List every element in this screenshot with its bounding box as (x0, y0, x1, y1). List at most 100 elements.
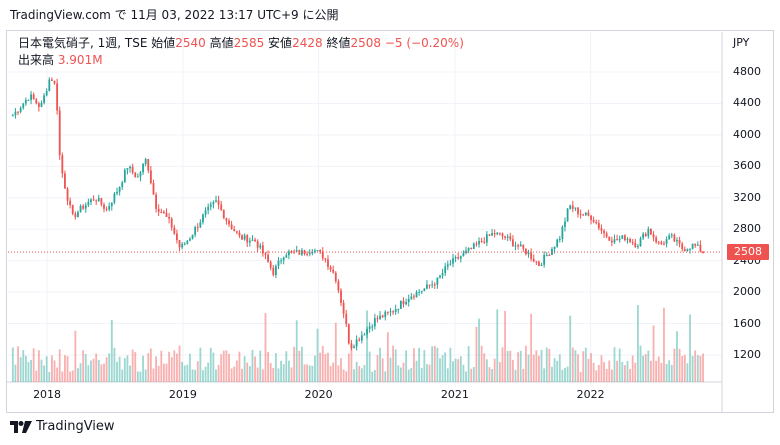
volume-bar (683, 354, 686, 382)
volume-bar (496, 309, 499, 382)
candle-body (373, 318, 376, 327)
volume-bar (363, 365, 366, 382)
volume-bar (77, 368, 79, 382)
currency-label: JPY (733, 36, 750, 49)
candle-body (306, 253, 309, 255)
y-tick-label: 4400 (733, 96, 761, 110)
volume-bar (642, 355, 645, 382)
volume-bar (19, 357, 22, 382)
tradingview-brand[interactable]: TradingView (10, 419, 115, 434)
candle-body (251, 239, 254, 241)
volume-bar (176, 353, 178, 382)
candle-body (457, 257, 460, 259)
candle-body (681, 243, 684, 250)
volume-bar (676, 331, 678, 382)
volume-bar (334, 322, 337, 382)
volume-bar (186, 364, 189, 382)
candle-body (350, 343, 353, 349)
candle-body (27, 99, 30, 101)
volume-bar (592, 362, 595, 382)
volume-bar (702, 353, 704, 382)
y-tick-label: 1200 (733, 348, 761, 361)
volume-bar (558, 354, 561, 382)
volume-bar (509, 350, 512, 382)
candle-body (191, 234, 194, 239)
volume-bar (561, 369, 564, 382)
candle-body (639, 238, 642, 247)
candles (11, 77, 704, 351)
candle-body (587, 212, 590, 216)
volume-bar (511, 359, 514, 382)
volume-bar (600, 355, 603, 382)
candle-body (259, 245, 262, 248)
candle-body (696, 244, 699, 246)
volume-bar (50, 355, 53, 382)
candle-body (478, 240, 480, 245)
candle-body (202, 214, 204, 223)
candle-body (423, 288, 426, 292)
candle-body (22, 103, 25, 108)
volume-bar (311, 365, 314, 382)
candle-body (509, 236, 512, 240)
volume-bar (251, 349, 254, 382)
volume-bar (126, 355, 129, 382)
volume-bar (637, 305, 639, 382)
volume-bar (230, 368, 233, 382)
candle-body (452, 258, 454, 264)
volume-bar (24, 355, 27, 382)
volume-bar (587, 358, 590, 382)
candle-body (371, 326, 374, 328)
volume-bar (183, 365, 186, 382)
volume-bar (199, 347, 202, 382)
candle-body (475, 243, 478, 245)
candle-body (183, 243, 186, 245)
candle-body (428, 284, 431, 286)
volume-bar (623, 365, 626, 382)
candle-body (53, 80, 56, 84)
candle-body (64, 173, 66, 189)
volume-bar (290, 367, 293, 382)
volume-bar (655, 360, 658, 382)
volume-bar (246, 362, 249, 382)
volume-bar (608, 360, 611, 382)
candle-body (95, 200, 98, 202)
volume-bar (441, 355, 444, 382)
volume-bar (446, 368, 449, 382)
volume-bar (43, 365, 46, 382)
volume-bar (350, 346, 353, 382)
candle-body (491, 233, 493, 236)
volume-bar (269, 362, 272, 382)
published-info: TradingView.com で 11月 03, 2022 13:17 UTC… (10, 8, 339, 22)
candle-body (670, 234, 673, 236)
volume-bar (553, 358, 556, 382)
candle-body (634, 242, 637, 248)
candle-body (194, 227, 197, 235)
volume-bar (215, 369, 217, 382)
candle-body (647, 228, 650, 237)
candle-body (496, 232, 499, 235)
volume-bar (478, 318, 480, 382)
candle-body (485, 234, 488, 243)
candle-body (30, 94, 32, 100)
volume-bar (603, 362, 605, 382)
candle-body (222, 209, 225, 219)
volume-bar (647, 350, 650, 382)
volume-bar (202, 370, 204, 382)
candle-body (308, 252, 311, 254)
volume-bar (379, 347, 381, 382)
candle-body (11, 115, 14, 117)
candle-body (118, 187, 121, 192)
volume-bar (118, 356, 121, 382)
volume-bar (303, 364, 306, 382)
volume-label: 出来高 (18, 53, 55, 67)
candle-body (160, 211, 163, 213)
volume-bar (543, 368, 546, 382)
volume-bar (123, 358, 126, 382)
volume-bar (48, 371, 51, 382)
candle-body (525, 248, 527, 255)
candle-body (261, 245, 264, 254)
candle-body (608, 236, 611, 241)
volume-bar (433, 345, 436, 382)
brand-name: TradingView (36, 419, 115, 434)
